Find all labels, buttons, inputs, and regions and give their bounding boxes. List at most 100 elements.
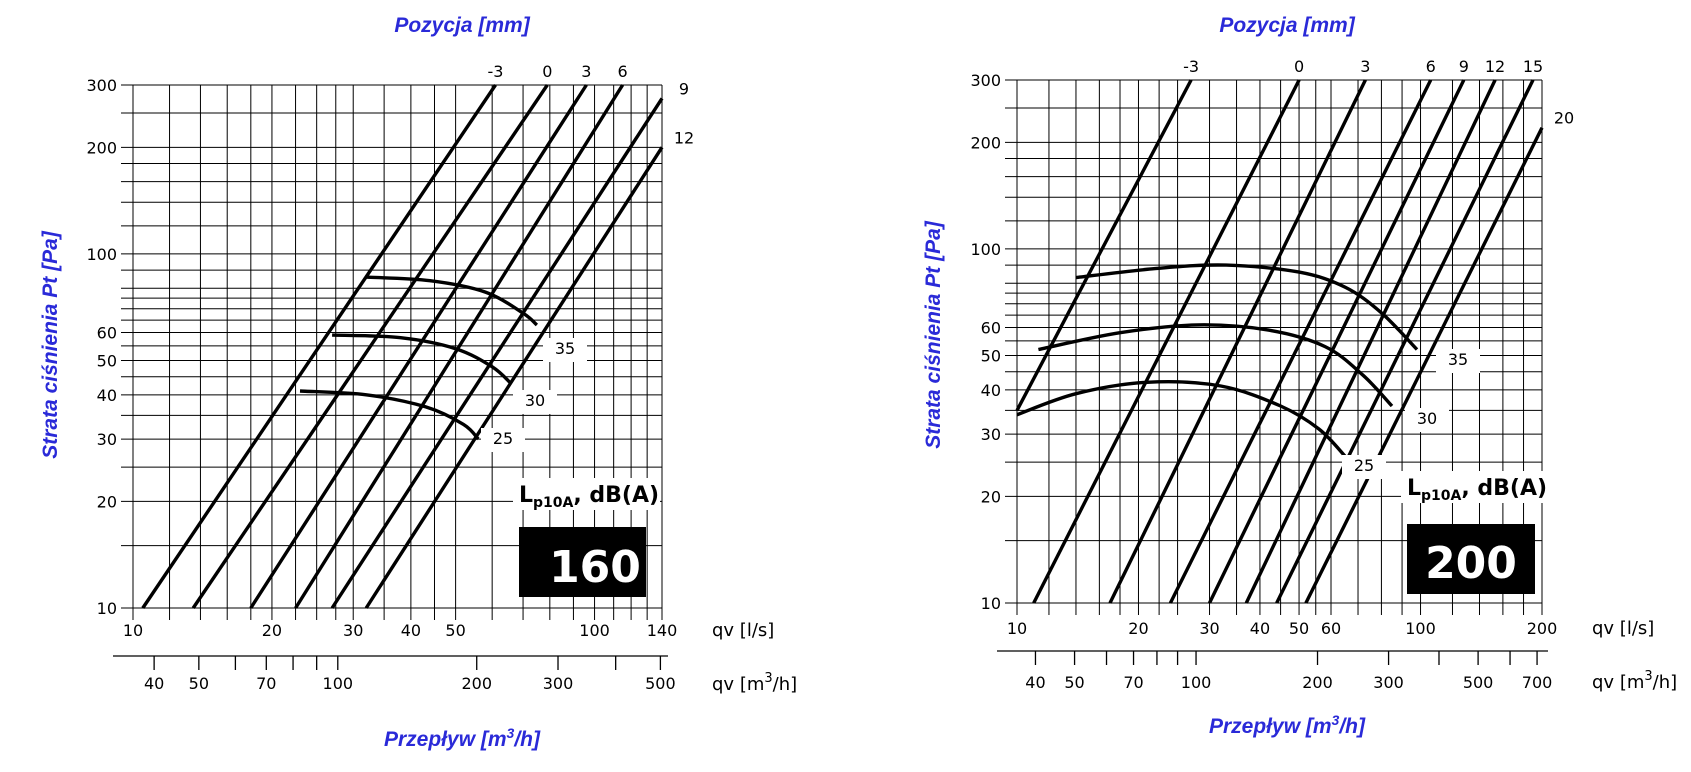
- x-tick-label-ls: 30: [343, 621, 363, 640]
- position-line-9: [1207, 79, 1466, 604]
- x-tick-label-m3h: 200: [1302, 673, 1333, 692]
- position-line-3: [1108, 79, 1367, 604]
- position-line-0: [191, 84, 549, 609]
- noise-curves: 35 30 25: [1016, 263, 1480, 479]
- y-tick-label: 10: [97, 599, 117, 618]
- chart-title: Pozycja [mm]: [394, 14, 530, 37]
- y-tick-label: 20: [97, 492, 117, 511]
- x-tick-label-m3h: 70: [256, 674, 276, 693]
- noise-curve-30: [332, 333, 513, 385]
- position-line-6: [1168, 79, 1433, 604]
- x-axis-label: Przepływ [m3/h]: [384, 725, 541, 751]
- noise-label-bg: [481, 428, 525, 452]
- chart-title: Pozycja [mm]: [1219, 14, 1355, 37]
- size-label: 160: [549, 542, 641, 593]
- x-axis-m3h: [997, 650, 1548, 665]
- y-tick-label: 60: [97, 323, 117, 342]
- y-tick-label: 40: [981, 381, 1001, 400]
- noise-label: 30: [525, 391, 545, 410]
- x-tick-label-m3h: 100: [1181, 673, 1212, 692]
- x-unit-ls: qv [l/s]: [712, 620, 774, 641]
- position-line-20: [1304, 126, 1544, 604]
- position-label: 9: [1459, 57, 1469, 76]
- noise-curve-25: [1016, 380, 1347, 458]
- noise-label: 35: [1448, 350, 1468, 369]
- x-tick-label-m3h: 50: [189, 674, 209, 693]
- x-tick-label-ls: 30: [1199, 619, 1219, 638]
- y-tick-label: 300: [86, 76, 117, 95]
- y-tick-label: 60: [981, 318, 1001, 337]
- position-label: 0: [542, 62, 552, 81]
- y-axis-label: Strata ciśnienia Pt [Pa]: [922, 220, 945, 449]
- y-axis-label: Strata ciśnienia Pt [Pa]: [39, 230, 62, 459]
- position-label: 0: [1294, 57, 1304, 76]
- x-axis-m3h: [113, 655, 668, 670]
- x-tick-label-m3h: 500: [1463, 673, 1494, 692]
- position-line--3: [141, 84, 497, 609]
- grid: [121, 84, 663, 620]
- position-line-3: [249, 84, 588, 609]
- y-tick-label: 30: [981, 425, 1001, 444]
- y-tick-label: 300: [970, 71, 1001, 90]
- x-tick-label-m3h: 700: [1522, 673, 1553, 692]
- x-tick-label-m3h: 50: [1064, 673, 1084, 692]
- x-tick-label-m3h: 100: [323, 674, 354, 693]
- x-tick-label-ls: 40: [401, 621, 421, 640]
- y-tick-label: 200: [86, 138, 117, 157]
- noise-label-bg: [1436, 349, 1480, 373]
- chart-panel-200: Pozycja [mm] Strata ciśnienia Pt [Pa] Prze…: [922, 14, 1677, 738]
- noise-curve-25: [299, 389, 480, 441]
- position-label: 6: [1426, 57, 1436, 76]
- x-unit-m3h: qv [m3/h]: [712, 671, 797, 695]
- legend-bg: [1401, 471, 1549, 503]
- size-badge: [1407, 524, 1535, 594]
- noise-label: 25: [493, 429, 513, 448]
- y-tick-label: 20: [981, 487, 1001, 506]
- position-lines: -3 0 3 6 9 12 15 20: [1015, 57, 1574, 604]
- chart-panel-160: Pozycja [mm] Strata ciśnienia Pt [Pa] Prze…: [39, 14, 797, 751]
- position-label: -3: [1183, 57, 1199, 76]
- x-tick-label-ls: 40: [1250, 619, 1270, 638]
- noise-label-bg: [513, 390, 557, 414]
- noise-label: 25: [1354, 456, 1374, 475]
- noise-curve-35: [1075, 263, 1419, 351]
- position-label: 12: [674, 128, 694, 147]
- position-label: 20: [1554, 109, 1574, 128]
- legend-label: Lp10A, dB(A): [519, 483, 659, 511]
- noise-curve-35: [366, 275, 539, 327]
- x-axis-label: Przepływ [m3/h]: [1209, 712, 1366, 738]
- x-tick-label-ls: 60: [1321, 619, 1341, 638]
- x-tick-label-ls: 10: [1007, 619, 1027, 638]
- y-tick-label: 40: [97, 386, 117, 405]
- x-tick-label-m3h: 40: [1025, 673, 1045, 692]
- x-tick-label-ls: 100: [1405, 619, 1436, 638]
- position-line-0: [1032, 79, 1301, 604]
- x-tick-label-m3h: 300: [543, 674, 574, 693]
- size-badge: [519, 527, 646, 597]
- x-unit-m3h: qv [m3/h]: [1592, 669, 1677, 693]
- position-label: 12: [1485, 57, 1505, 76]
- x-tick-label-ls: 50: [1289, 619, 1309, 638]
- legend-label: Lp10A, dB(A): [1407, 476, 1547, 504]
- y-tick-label: 10: [981, 594, 1001, 613]
- x-tick-label-m3h: 40: [144, 674, 164, 693]
- noise-label: 30: [1417, 409, 1437, 428]
- position-line-9: [330, 97, 664, 609]
- noise-curves: 35 30 25: [299, 275, 587, 452]
- x-unit-ls: qv [l/s]: [1592, 618, 1654, 639]
- x-tick-label-ls: 20: [262, 621, 282, 640]
- noise-label-bg: [1405, 408, 1449, 432]
- position-line-12: [364, 146, 664, 609]
- position-label: 3: [1360, 57, 1370, 76]
- position-label: 6: [617, 62, 627, 81]
- x-tick-label-ls: 100: [579, 621, 610, 640]
- position-label: -3: [487, 62, 503, 81]
- x-tick-label-m3h: 70: [1123, 673, 1143, 692]
- x-tick-label-m3h: 300: [1373, 673, 1404, 692]
- y-tick-label: 100: [970, 240, 1001, 259]
- noise-label-bg: [1342, 455, 1386, 479]
- position-label: 3: [581, 62, 591, 81]
- x-tick-label-m3h: 200: [461, 674, 492, 693]
- x-tick-label-ls: 10: [123, 621, 143, 640]
